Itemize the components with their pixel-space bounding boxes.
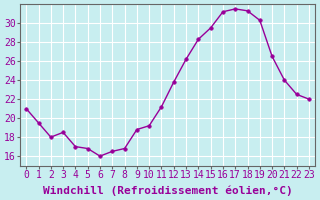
X-axis label: Windchill (Refroidissement éolien,°C): Windchill (Refroidissement éolien,°C): [43, 185, 292, 196]
